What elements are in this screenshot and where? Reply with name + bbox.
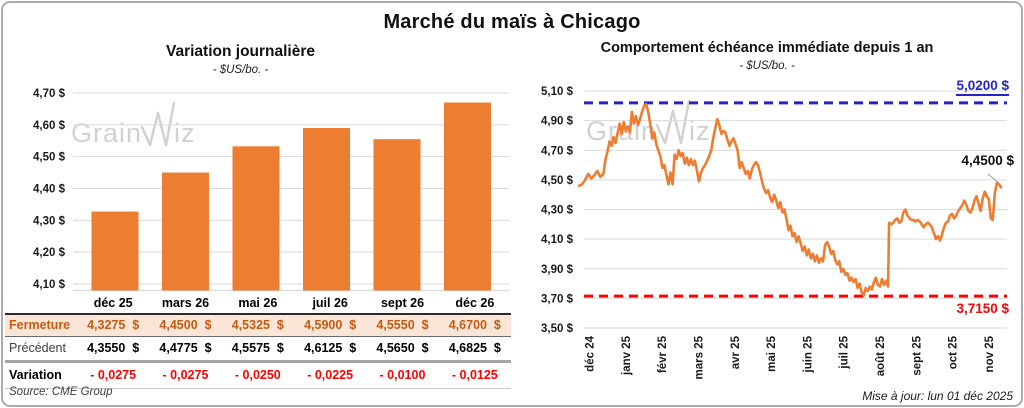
y-axis-tick-label: 3,50 $ [541, 323, 574, 335]
contract-high-label: 5,0200 $ [956, 78, 1009, 96]
line-chart-subtitle: - $US/bo. - [739, 60, 795, 72]
y-axis-tick-label: 4,10 $ [33, 279, 66, 291]
daily-variation-section: Variation journalière - $US/bo. - Grain i… [3, 3, 515, 405]
x-axis-tick-label: déc 24 [585, 335, 597, 371]
table-cell: 4,5575 $ [231, 341, 284, 355]
y-axis-tick-label: 5,10 $ [541, 86, 574, 98]
bar-déc 25 [91, 211, 139, 291]
last-price-label: 4,4500 $ [961, 153, 1014, 168]
y-axis-tick-label: 4,40 $ [33, 184, 66, 196]
column-header: mars 26 [161, 296, 210, 310]
front-month-line-chart: 3,50 $ 3,70 $ 3,90 $ 4,10 $ 4,30 $ 4,50 $ 4,70… [541, 86, 1007, 379]
y-axis-tick-label: 4,60 $ [33, 120, 66, 132]
daily-variation-bar-chart: 4,10 $ 4,20 $ 4,30 $ 4,40 $ 4,50 $ 4,60 $ 4,70… [33, 88, 509, 292]
row-label-var: Variation [9, 368, 62, 382]
y-axis-tick-label: 4,50 $ [541, 175, 574, 187]
table-cell: - 0,0225 [307, 368, 354, 382]
table-cell: 4,3550 $ [87, 341, 140, 355]
x-axis-tick-label: avr 25 [730, 335, 742, 369]
table-cell: 4,6125 $ [304, 341, 357, 355]
x-axis-tick-label: nov 25 [984, 335, 996, 372]
y-axis-tick-label: 3,90 $ [541, 264, 574, 276]
x-axis-tick-label: févr 25 [657, 335, 669, 373]
x-axis-tick-label: oct 25 [948, 335, 960, 369]
y-axis-tick-label: 3,70 $ [541, 293, 574, 305]
y-axis-tick-label: 4,70 $ [33, 88, 66, 100]
bar-juil 26 [303, 128, 350, 291]
bar-chart-subtitle: - $US/bo. - [212, 64, 269, 76]
table-cell: 4,6825 $ [448, 341, 501, 355]
x-axis-tick-label: août 25 [875, 335, 887, 376]
bar-mars 26 [162, 172, 209, 291]
bar-déc 26 [444, 102, 491, 291]
column-header: sept 26 [380, 296, 425, 310]
table-cell: 4,5325 $ [231, 318, 284, 332]
futures-quotes-table: déc 25 mars 26 mai 26 juil 26 sept 26 déc 26 F… [5, 293, 511, 389]
y-axis-tick-label: 4,90 $ [541, 116, 574, 128]
front-month-section: Comportement échéance immédiate depuis 1… [513, 3, 1021, 405]
table-cell: - 0,0125 [451, 368, 498, 382]
table-cell: 4,5550 $ [376, 318, 429, 332]
x-axis-tick-label: mars 25 [693, 335, 705, 379]
column-header: juil 26 [312, 296, 348, 310]
table-cell: 4,4775 $ [159, 341, 212, 355]
table-cell: - 0,0275 [90, 368, 137, 382]
y-axis-tick-label: 4,10 $ [541, 234, 574, 246]
table-cell: 4,6700 $ [448, 318, 501, 332]
table-cell: - 0,0275 [162, 368, 209, 382]
table-cell: 4,5650 $ [376, 341, 429, 355]
x-axis-tick-label: juin 25 [802, 335, 814, 373]
table-cell: - 0,0100 [379, 368, 426, 382]
source-note: Source: CME Group [9, 386, 113, 398]
last-price-leader-line [987, 173, 1001, 185]
price-line [577, 103, 1003, 297]
table-row-ferm: Fermeture 4,3275 $ 4,4500 $ 4,5325 $ 4,5900 … [5, 315, 511, 337]
column-header: déc 26 [455, 296, 495, 310]
column-header: déc 25 [93, 296, 133, 310]
y-axis-tick-label: 4,20 $ [33, 247, 66, 259]
y-axis-tick-label: 4,30 $ [541, 205, 574, 217]
y-axis-tick-label: 4,70 $ [541, 145, 574, 157]
table-header-row: déc 25 mars 26 mai 26 juil 26 sept 26 déc 26 [5, 293, 511, 315]
table-row-var: Variation - 0,0275 - 0,0275 - 0,0250 - 0,022… [5, 363, 511, 389]
x-axis-tick-label: mai 25 [766, 335, 778, 371]
page-title: Marché du maïs à Chicago [383, 11, 641, 33]
bar-chart-title: Variation journalière [165, 43, 316, 60]
x-axis-tick-label: sept 25 [911, 335, 923, 375]
y-axis-tick-label: 4,50 $ [33, 152, 66, 164]
row-label-ferm: Fermeture [9, 318, 71, 332]
y-axis-tick-label: 4,30 $ [33, 215, 66, 227]
table-row-prec: Précédent 4,3550 $ 4,4775 $ 4,5575 $ 4,6125 … [5, 337, 511, 363]
updated-note: Mise à jour: lun 01 déc 2025 [862, 389, 1013, 403]
bar-mai 26 [232, 146, 280, 291]
line-chart-title: Comportement échéance immédiate depuis 1… [600, 40, 934, 56]
row-label-prec: Précédent [9, 341, 66, 355]
column-header: mai 26 [238, 296, 278, 310]
contract-low-label: 3,7150 $ [956, 301, 1009, 316]
table-cell: 4,3275 $ [87, 318, 140, 332]
bar-sept 26 [373, 139, 421, 291]
table-cell: 4,5900 $ [304, 318, 357, 332]
table-cell: - 0,0250 [234, 368, 281, 382]
x-axis-tick-label: janv 25 [621, 335, 633, 376]
table-cell: 4,4500 $ [159, 318, 212, 332]
x-axis-tick-label: juil 25 [839, 335, 851, 369]
